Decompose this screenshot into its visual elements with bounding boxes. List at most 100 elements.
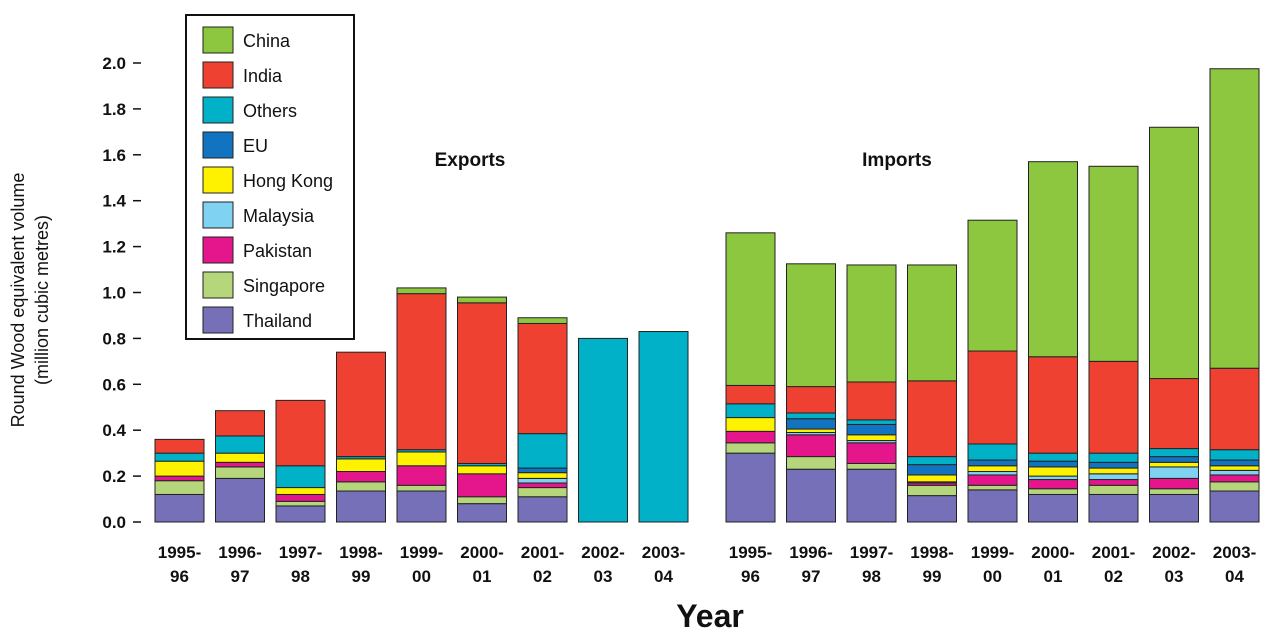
bar-segment-exports-india — [396, 293, 447, 451]
bar-segment-imports-india — [846, 381, 897, 421]
x-tick-label: 03 — [1165, 567, 1184, 586]
y-tick-label: 2.0 — [102, 54, 126, 73]
bar-segment-exports-pakistan — [154, 475, 205, 482]
x-tick-label: 1998- — [339, 543, 382, 562]
legend-swatch-thailand — [202, 306, 234, 334]
bar-segment-imports-thailand — [1149, 493, 1199, 523]
bar-segment-exports-others — [517, 433, 568, 469]
x-tick-label: 2003- — [1213, 543, 1256, 562]
bar-segment-imports-thailand — [846, 468, 897, 523]
x-tick-label: 04 — [654, 567, 673, 586]
bar-segment-exports-malaysia — [517, 477, 568, 484]
y-tick-label: 1.6 — [102, 146, 126, 165]
bar-segment-imports-china — [846, 264, 897, 383]
bar-segment-exports-others — [275, 465, 326, 489]
bar-segment-imports-china — [907, 264, 957, 382]
x-tick-label: 1996- — [789, 543, 832, 562]
bar-segment-exports-singapore — [517, 487, 568, 498]
bar-segment-imports-pakistan — [1149, 477, 1199, 490]
y-axis-label-line2: (million cubic metres) — [32, 215, 52, 385]
bar-segment-imports-singapore — [786, 456, 836, 470]
bar-segment-imports-others — [907, 456, 957, 466]
bar-segment-imports-others — [786, 412, 836, 420]
x-tick-label: 1997- — [279, 543, 322, 562]
bar-segment-exports-hong-kong — [457, 465, 507, 475]
bar-segment-imports-thailand — [967, 489, 1018, 523]
x-tick-label: 1997- — [850, 543, 893, 562]
bar-segment-exports-india — [215, 410, 265, 437]
bar-segment-imports-hong-kong — [1088, 467, 1139, 475]
bar-segment-imports-hong-kong — [907, 474, 957, 483]
bar-segment-imports-eu — [1028, 460, 1078, 468]
bar-segment-imports-india — [907, 380, 957, 458]
bar-segment-imports-india — [1149, 378, 1199, 450]
bar-segment-exports-thailand — [215, 477, 265, 523]
bar-segment-imports-malaysia — [1028, 475, 1078, 481]
x-tick-label: 1995- — [158, 543, 201, 562]
x-tick-label: 97 — [231, 567, 250, 586]
y-axis-label-line1: Round Wood equivalent volume — [8, 173, 28, 428]
legend-swatch-malaysia — [202, 201, 234, 229]
bar-segment-imports-thailand — [1209, 490, 1260, 523]
bar-segment-exports-thailand — [275, 505, 326, 523]
bar-segment-imports-china — [967, 219, 1018, 352]
bar-segment-imports-india — [1028, 356, 1078, 454]
bar-segment-imports-hong-kong — [1149, 461, 1199, 468]
bar-segment-imports-others — [1149, 448, 1199, 458]
bar-segment-imports-malaysia — [967, 471, 1018, 476]
bar-segment-imports-india — [967, 350, 1018, 445]
bar-segment-exports-others — [578, 337, 628, 523]
bar-segment-imports-others — [1209, 449, 1260, 461]
bar-segment-exports-singapore — [336, 481, 386, 492]
bar-segment-exports-others — [154, 452, 205, 462]
bar-segment-imports-pakistan — [786, 434, 836, 458]
bar-segment-imports-china — [1028, 161, 1078, 358]
bar-segment-imports-hong-kong — [1028, 466, 1078, 477]
bar-segment-imports-singapore — [1028, 488, 1078, 495]
x-tick-label: 2002- — [1152, 543, 1195, 562]
bar-segment-imports-eu — [1209, 459, 1260, 467]
bar-segment-imports-china — [725, 232, 776, 386]
bar-segment-imports-india — [1088, 360, 1139, 454]
bar-segment-imports-eu — [846, 423, 897, 436]
bar-segment-imports-india — [786, 386, 836, 414]
bar-segment-imports-pakistan — [1028, 479, 1078, 490]
legend-label: Others — [243, 101, 297, 121]
legend-label: Pakistan — [243, 241, 312, 261]
bar-segment-imports-thailand — [1028, 493, 1078, 523]
bar-segment-exports-pakistan — [275, 493, 326, 502]
y-tick-label: 1.4 — [102, 192, 126, 211]
bar-segment-exports-pakistan — [396, 465, 447, 486]
bar-segment-exports-china — [396, 287, 447, 295]
bar-segment-imports-eu — [967, 459, 1018, 467]
legend-label: China — [243, 31, 291, 51]
x-tick-label: 01 — [1044, 567, 1063, 586]
bar-segment-exports-china — [457, 296, 507, 304]
legend-label: EU — [243, 136, 268, 156]
bar-segment-imports-china — [1209, 68, 1260, 369]
x-tick-label: 02 — [1104, 567, 1123, 586]
legend-swatch-china — [202, 26, 234, 54]
bars-layer — [154, 68, 1260, 523]
bar-segment-imports-pakistan — [1088, 479, 1139, 486]
y-tick-label: 0.2 — [102, 467, 126, 486]
bar-segment-imports-singapore — [846, 462, 897, 470]
bar-segment-imports-india — [725, 384, 776, 405]
x-tick-label: 1999- — [400, 543, 443, 562]
bar-segment-imports-others — [1028, 452, 1078, 462]
x-tick-label: 99 — [923, 567, 942, 586]
x-tick-label: 1999- — [971, 543, 1014, 562]
bar-segment-imports-malaysia — [1209, 469, 1260, 476]
legend-label: Thailand — [243, 311, 312, 331]
bar-segment-exports-singapore — [154, 480, 205, 495]
x-tick-label: 1995- — [729, 543, 772, 562]
bar-segment-exports-thailand — [154, 493, 205, 523]
bar-segment-exports-hong-kong — [336, 458, 386, 473]
legend-swatch-others — [202, 96, 234, 124]
bar-segment-imports-pakistan — [1209, 474, 1260, 483]
bar-segment-exports-hong-kong — [396, 451, 447, 467]
x-tick-label: 96 — [170, 567, 189, 586]
bar-segment-imports-others — [967, 443, 1018, 461]
x-tick-label: 1996- — [218, 543, 261, 562]
